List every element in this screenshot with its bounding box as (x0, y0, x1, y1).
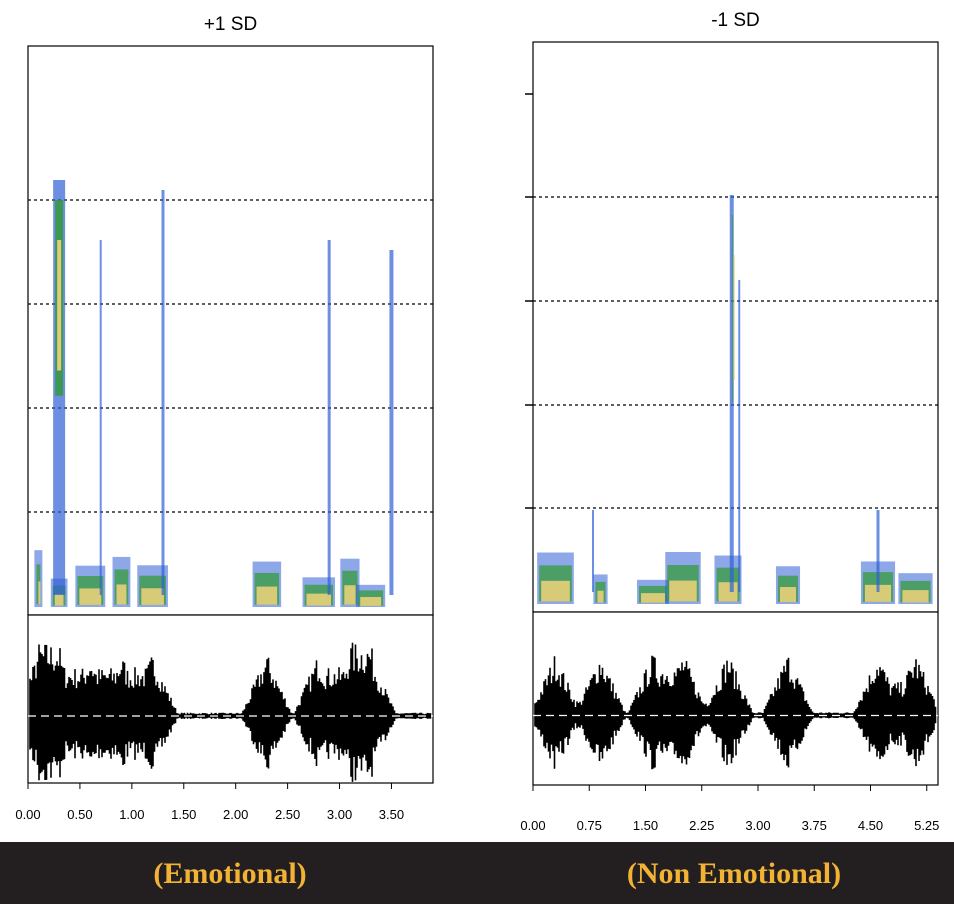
x-tick-label: 5.25 (914, 818, 939, 833)
x-tick-label: 0.75 (577, 818, 602, 833)
x-tick-label: 4.50 (858, 818, 883, 833)
spectrogram-burst-high (54, 594, 64, 606)
x-tick-label: 3.50 (379, 807, 404, 822)
chart-panel-1: +1 SD 0.00 0.50 1.00 1.50 2.00 2.50 3.00 3.50 (15, 14, 434, 822)
x-tick-label: 3.00 (327, 807, 352, 822)
spectrogram-burst-high (141, 588, 164, 605)
x-tick-label: 1.00 (119, 807, 144, 822)
x-tick-label: 2.50 (275, 807, 300, 822)
non-emotional-label: (Non Emotional) (626, 857, 842, 890)
label-banner (0, 842, 954, 904)
spectrogram-streak-high (57, 240, 62, 371)
spectrogram-burst-high (864, 584, 892, 602)
x-tick-label: 0.00 (15, 807, 40, 822)
chart-panel-2: -1 SD 0.00 0.75 1.50 2.25 3.00 3.75 4.50 5.25 (520, 10, 939, 833)
spectrogram-streak (327, 240, 331, 595)
spectrogram-burst-high (779, 587, 797, 603)
emotional-label: (Emotional) (153, 857, 307, 890)
spectrogram-burst-high (360, 597, 382, 606)
x-tick-label: 0.50 (67, 807, 92, 822)
spectrogram-burst-high (79, 588, 102, 605)
x-tick-label: 3.75 (802, 818, 827, 833)
x-tick-label: 0.00 (520, 818, 545, 833)
x-tick-label: 1.50 (633, 818, 658, 833)
spectrogram-frame (532, 41, 939, 613)
spectrogram-streak (876, 510, 880, 592)
spectrogram-burst-high (306, 593, 332, 606)
spectrogram-burst-high (641, 593, 665, 603)
spectrogram-burst-high (256, 586, 278, 605)
spectrogram-burst-high (38, 581, 41, 605)
spectrogram-streak (738, 280, 741, 592)
spectrogram-streak (592, 510, 594, 592)
spectrogram-streak-high (733, 255, 735, 381)
chart-title: +1 SD (204, 14, 257, 35)
spectrogram-streak-mid (731, 215, 733, 403)
spectrogram-streak (99, 240, 102, 595)
spectrogram-burst-high (116, 584, 127, 605)
x-tick-label: 2.00 (223, 807, 248, 822)
spectrogram-burst-high (344, 585, 356, 605)
spectrogram-burst-high (541, 580, 570, 602)
chart-title: -1 SD (711, 10, 760, 31)
spectrogram-burst-high (902, 590, 929, 603)
waveform-trace (29, 642, 432, 782)
spectrogram-burst-high (669, 580, 697, 602)
spectrogram-streak (161, 190, 165, 595)
x-tick-label: 1.50 (171, 807, 196, 822)
x-tick-label: 2.25 (689, 818, 714, 833)
spectrogram-burst-high (597, 590, 604, 603)
spectrogram-streak (389, 250, 394, 595)
x-tick-label: 3.00 (745, 818, 770, 833)
spectrogram-frame (27, 45, 434, 616)
spectrogram-burst-high (718, 582, 738, 602)
